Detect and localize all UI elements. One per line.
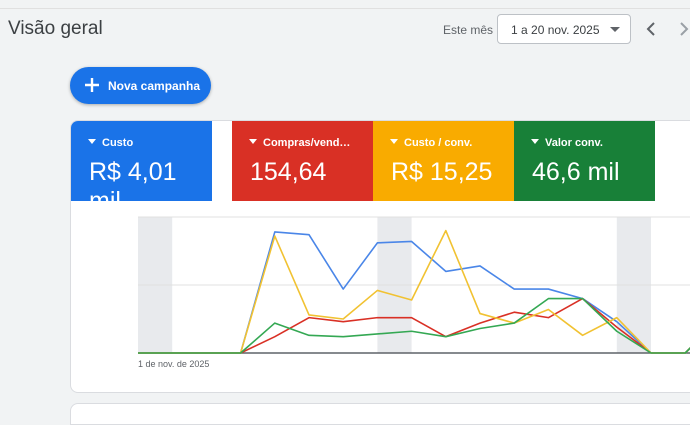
previous-period-button[interactable]	[641, 18, 661, 40]
metric-label: Custo	[88, 137, 133, 149]
series-line	[138, 229, 690, 354]
series-line	[138, 297, 690, 354]
plus-icon	[85, 78, 99, 92]
dropdown-triangle-icon	[390, 139, 398, 144]
performance-chart: 1 de nov. de 2025	[71, 201, 690, 392]
metric-value: 154,64	[250, 158, 327, 186]
next-period-button[interactable]	[674, 18, 690, 40]
period-label: Este mês	[443, 23, 494, 37]
dropdown-triangle-icon	[88, 139, 96, 144]
dropdown-triangle-icon	[531, 139, 539, 144]
dropdown-arrow-icon	[610, 27, 620, 32]
series-line	[138, 297, 690, 354]
metric-card-cost-per-conv[interactable]: Custo / conv. R$ 15,25	[373, 121, 514, 201]
next-panel-edge	[70, 403, 690, 425]
metric-label: Valor conv.	[531, 137, 603, 149]
metric-cards: Custo R$ 4,01 mil Compras/vend… 154,64 C…	[71, 121, 690, 215]
performance-panel: Custo R$ 4,01 mil Compras/vend… 154,64 C…	[70, 120, 690, 393]
metric-label: Custo / conv.	[390, 137, 472, 149]
metric-value: R$ 15,25	[391, 158, 493, 186]
series-line	[138, 231, 690, 354]
x-tick-label: 1 de nov. de 2025	[138, 359, 209, 369]
new-campaign-label: Nova campanha	[108, 79, 201, 93]
metric-card-cost[interactable]: Custo R$ 4,01 mil	[71, 121, 212, 215]
date-range-select[interactable]: 1 a 20 nov. 2025	[497, 14, 631, 44]
metric-value: R$ 4,01 mil	[89, 158, 177, 215]
line-chart: 1 de nov. de 2025	[138, 216, 690, 369]
chevron-right-icon	[680, 22, 689, 36]
dropdown-triangle-icon	[249, 139, 257, 144]
new-campaign-button[interactable]: Nova campanha	[70, 67, 211, 104]
top-divider	[0, 8, 690, 9]
metric-card-conv-value[interactable]: Valor conv. 46,6 mil	[514, 121, 655, 201]
chevron-left-icon	[646, 22, 655, 36]
page-title: Visão geral	[8, 18, 103, 39]
date-range-value: 1 a 20 nov. 2025	[511, 23, 600, 37]
metric-value: 46,6 mil	[532, 158, 620, 186]
metric-card-purchases[interactable]: Compras/vend… 154,64	[232, 121, 373, 201]
metric-label: Compras/vend…	[249, 137, 350, 149]
